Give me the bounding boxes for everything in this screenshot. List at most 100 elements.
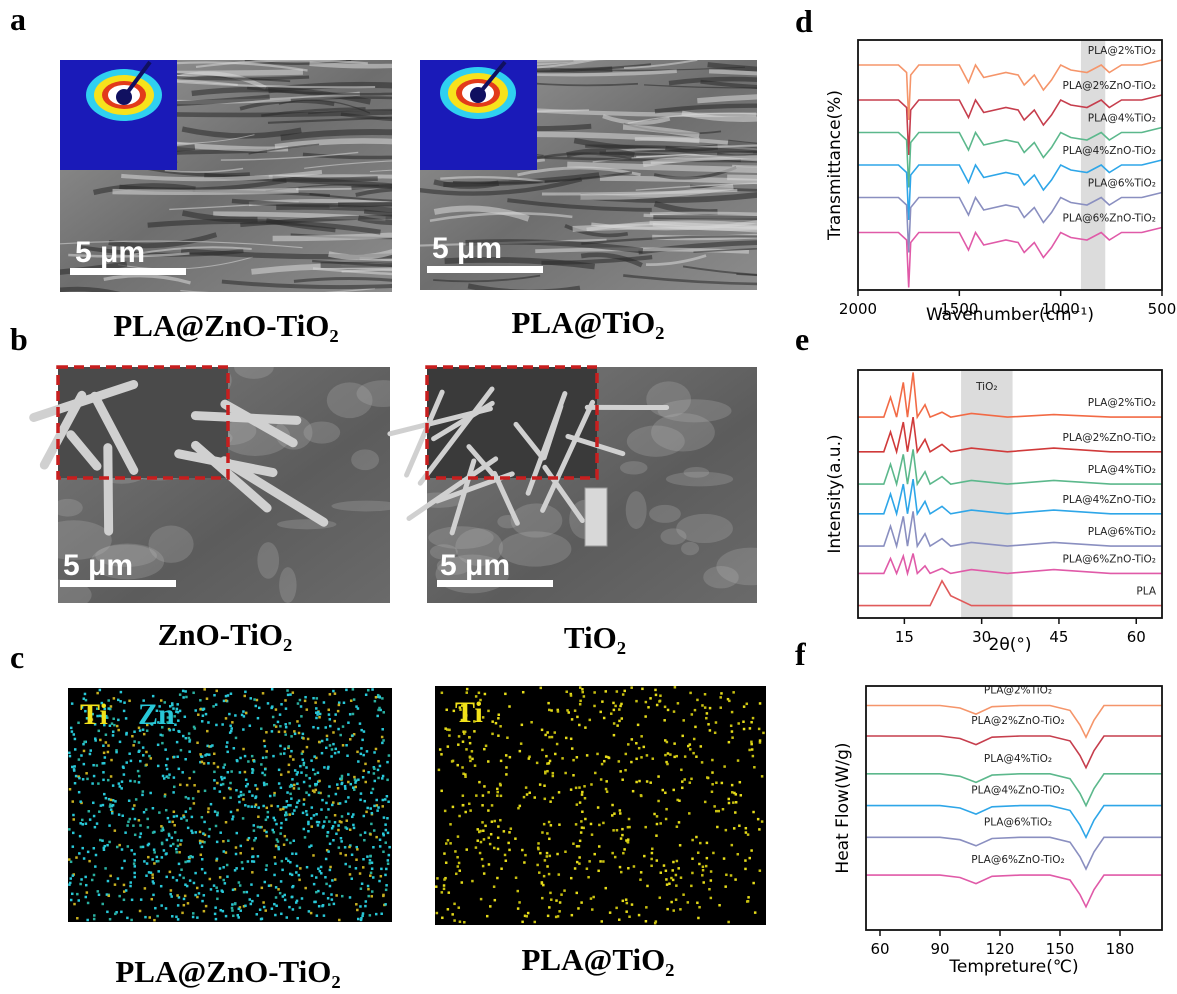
eds-dot — [68, 752, 71, 755]
eds-dot — [464, 731, 467, 734]
eds-dot — [83, 857, 86, 860]
eds-dot — [487, 760, 490, 763]
eds-dot — [284, 748, 287, 751]
x-tick-label: 45 — [1049, 628, 1068, 646]
eds-dot — [84, 693, 87, 696]
eds-dot — [231, 903, 234, 906]
eds-dot — [519, 805, 522, 808]
eds-dot — [355, 846, 358, 849]
eds-dot — [280, 753, 283, 756]
eds-dot — [359, 799, 362, 802]
eds-dot — [262, 805, 265, 808]
eds-dot — [675, 898, 678, 901]
eds-dot — [706, 776, 709, 779]
eds-dot — [497, 825, 500, 828]
eds-dot — [142, 790, 145, 793]
eds-dot — [332, 743, 335, 746]
eds-dot — [134, 834, 137, 837]
eds-dot — [272, 755, 275, 758]
eds-dot — [462, 740, 465, 743]
eds-dot — [719, 696, 722, 699]
eds-dot — [346, 819, 349, 822]
series-label: PLA@6%ZnO-TiO₂ — [971, 854, 1064, 866]
eds-dot — [210, 888, 213, 891]
eds-dot — [586, 754, 589, 757]
eds-dot — [181, 912, 184, 915]
eds-dot — [376, 809, 379, 812]
series-label: PLA@6%TiO₂ — [1088, 526, 1156, 538]
eds-dot — [123, 860, 126, 863]
eds-dot — [663, 719, 666, 722]
eds-dot — [230, 727, 233, 730]
eds-dot — [543, 823, 546, 826]
eds-dot — [85, 884, 88, 887]
eds-dot — [591, 908, 594, 911]
eds-dot — [283, 752, 286, 755]
eds-dot — [549, 760, 552, 763]
eds-dot — [548, 873, 551, 876]
eds-dot — [178, 768, 181, 771]
eds-dot — [214, 810, 217, 813]
eds-dot — [271, 829, 274, 832]
eds-dot — [295, 806, 298, 809]
eds-dot — [720, 692, 723, 695]
texture — [279, 567, 296, 603]
eds-dot — [618, 720, 621, 723]
eds-dot — [227, 771, 230, 774]
eds-dot — [714, 732, 717, 735]
eds-dot — [121, 780, 124, 783]
eds-dot — [547, 702, 550, 705]
eds-dot — [294, 733, 297, 736]
eds-dot — [332, 801, 335, 804]
eds-dot — [69, 755, 72, 758]
eds-dot — [576, 803, 579, 806]
eds-dot — [337, 829, 340, 832]
eds-dot — [550, 709, 553, 712]
eds-dot — [185, 696, 188, 699]
eds-dot — [308, 777, 311, 780]
eds-dot — [111, 812, 114, 815]
eds-dot — [480, 841, 483, 844]
eds-dot — [159, 734, 162, 737]
eds-dot — [78, 777, 81, 780]
eds-dot — [454, 850, 457, 853]
eds-dot — [349, 783, 352, 786]
eds-dot — [316, 697, 319, 700]
eds-dot — [546, 832, 549, 835]
eds-dot — [469, 809, 472, 812]
eds-dot — [239, 771, 242, 774]
eds-dot — [357, 760, 360, 763]
eds-dot — [644, 715, 647, 718]
eds-dot — [216, 782, 219, 785]
eds-dot — [257, 816, 260, 819]
eds-dot — [543, 875, 546, 878]
eds-dot — [359, 872, 362, 875]
eds-dot — [192, 916, 195, 919]
eds-dot — [205, 905, 208, 908]
eds-dot — [497, 837, 500, 840]
eds-dot — [260, 763, 263, 766]
eds-dot — [151, 876, 154, 879]
eds-dot — [364, 781, 367, 784]
eds-dot — [207, 762, 210, 765]
eds-dot — [201, 816, 204, 819]
eds-dot — [339, 852, 342, 855]
eds-dot — [142, 754, 145, 757]
eds-dot — [605, 755, 608, 758]
eds-dot — [204, 872, 207, 875]
eds-dot — [167, 776, 170, 779]
eds-dot — [124, 831, 127, 834]
eds-dot — [196, 887, 199, 890]
eds-map — [68, 688, 392, 922]
eds-dot — [133, 853, 136, 856]
eds-dot — [127, 821, 130, 824]
eds-dot — [369, 862, 372, 865]
eds-dot — [473, 730, 476, 733]
eds-dot — [619, 812, 622, 815]
panel-label: c — [10, 639, 24, 675]
eds-dot — [349, 738, 352, 741]
eds-dot — [706, 712, 709, 715]
eds-dot — [251, 768, 254, 771]
eds-dot — [451, 913, 454, 916]
eds-dot — [312, 726, 315, 729]
